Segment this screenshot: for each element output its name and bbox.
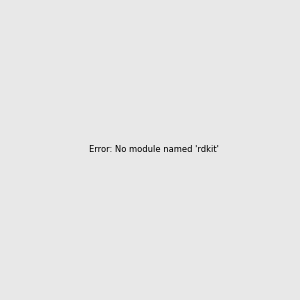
Text: Error: No module named 'rdkit': Error: No module named 'rdkit' (89, 145, 219, 154)
